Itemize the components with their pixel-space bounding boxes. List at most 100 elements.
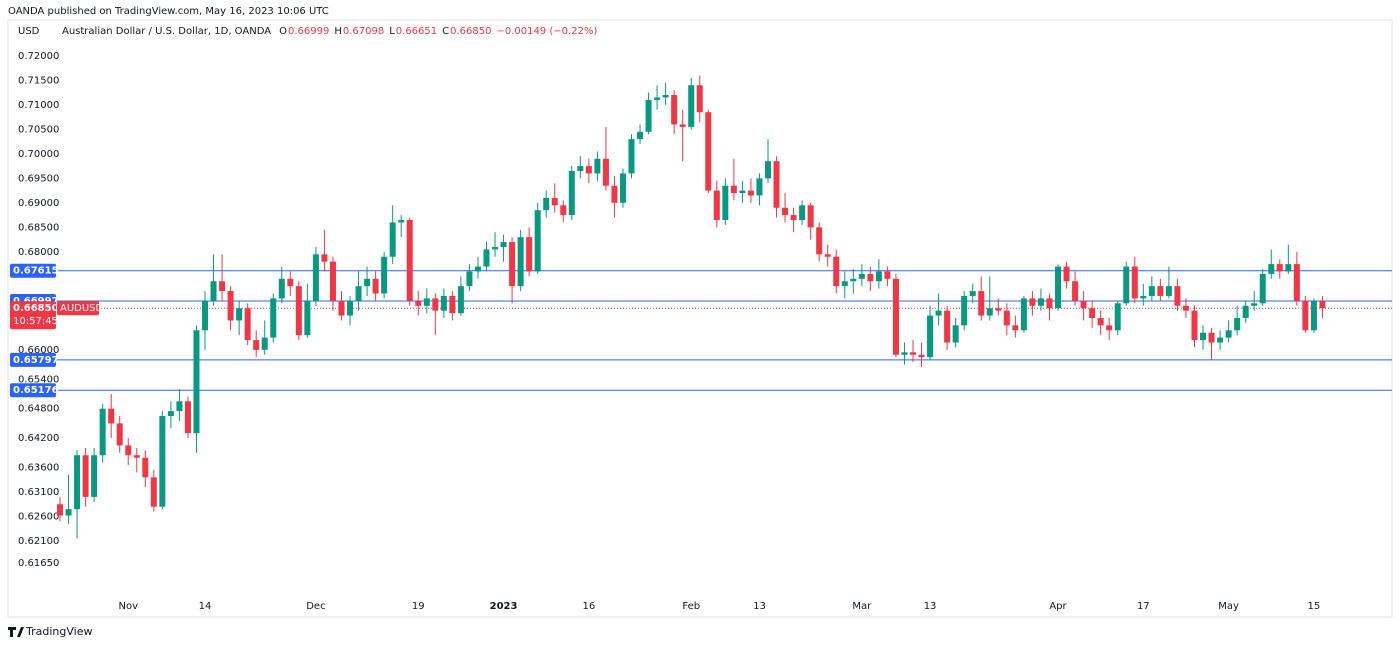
candle-body: [312, 254, 319, 301]
brand: TradingView: [25, 625, 92, 638]
candle-body: [167, 411, 174, 417]
candle-body: [99, 408, 106, 456]
candle-body: [287, 278, 294, 287]
x-tick-label: 15: [1308, 601, 1321, 612]
candle-body: [944, 310, 951, 343]
candle-body: [261, 337, 268, 350]
x-tick-label: 2023: [490, 601, 518, 612]
candle-body: [389, 222, 396, 257]
candle-body: [602, 158, 609, 186]
candle-body: [91, 455, 98, 497]
candle-body: [543, 197, 550, 211]
symbol-label-bg: [57, 301, 99, 316]
candle-body: [1174, 286, 1181, 306]
candle-body: [1225, 330, 1232, 338]
candle-body: [995, 308, 1002, 311]
plot-frame: [7, 19, 1393, 618]
candle-body: [176, 401, 183, 412]
candle-body: [1268, 264, 1275, 274]
candle-body: [304, 300, 311, 336]
candle-body: [500, 242, 507, 247]
candle-body: [1157, 286, 1164, 296]
candle-body: [756, 178, 763, 196]
candle-body: [474, 266, 481, 272]
candle-body: [1182, 305, 1189, 311]
candle-body: [483, 249, 490, 267]
y-tick-label: 0.64800: [18, 404, 59, 415]
candle-body: [1140, 295, 1147, 299]
candle-body: [892, 278, 899, 355]
publisher: OANDA published on TradingView.com, May …: [8, 6, 329, 17]
candle-body: [184, 401, 191, 434]
legend-value: 0.66651: [396, 26, 437, 37]
candle-body: [961, 295, 968, 326]
candle-body: [585, 166, 592, 174]
y-tick-label: 0.66000: [18, 345, 59, 356]
candle-body: [82, 455, 89, 497]
candle-body: [679, 124, 686, 127]
candle-body: [517, 237, 524, 287]
candle-body: [637, 131, 644, 140]
legend-key: H: [334, 26, 342, 37]
candle-body: [594, 158, 601, 174]
candle-body: [577, 166, 584, 171]
legend-value: 0.66850: [450, 26, 491, 37]
candle-body: [1302, 300, 1309, 331]
candle-body: [338, 300, 345, 316]
y-tick-label: 0.69000: [18, 198, 59, 209]
candle-body: [57, 504, 63, 516]
candle-body: [910, 352, 916, 355]
candle-body: [1046, 298, 1053, 309]
candle-body: [730, 185, 737, 194]
candle-body: [1242, 305, 1249, 319]
candle-body: [150, 477, 157, 507]
candle-body: [534, 210, 541, 272]
x-tick-label: Dec: [306, 601, 325, 612]
candle-body: [270, 298, 277, 338]
x-tick-label: 13: [753, 601, 766, 612]
candle-body: [347, 300, 354, 316]
candle-body: [782, 207, 789, 216]
candle-body: [210, 281, 217, 301]
candle-body: [406, 219, 413, 301]
candle-body: [1148, 286, 1155, 296]
candle-body: [978, 291, 985, 316]
y-tick-label: 0.62600: [18, 511, 59, 522]
candle-body: [278, 278, 285, 299]
candle-body: [1310, 300, 1317, 331]
price-line-label-bg: [10, 352, 56, 367]
last-price-label-bg: [10, 301, 56, 330]
candle-body: [671, 95, 678, 125]
candle-body: [295, 286, 302, 336]
logo: TradingView: [8, 625, 92, 638]
candle-body: [74, 455, 81, 510]
candle-body: [611, 185, 618, 203]
candle-body: [1217, 337, 1224, 343]
legend-key: C: [442, 26, 449, 37]
candle-body: [850, 278, 857, 282]
candle-body: [747, 190, 754, 196]
candle-body: [560, 205, 567, 216]
candle-body: [1080, 300, 1087, 309]
candle-body: [526, 237, 533, 272]
candle-body: [1165, 286, 1172, 296]
candle-body: [440, 295, 447, 311]
candle-body: [125, 445, 132, 456]
candle-body: [423, 298, 430, 306]
legend-key: L: [389, 26, 395, 37]
candle-body: [1259, 273, 1266, 304]
candle-body: [713, 190, 720, 220]
chart-title: Australian Dollar / U.S. Dollar, 1D, OAN…: [62, 26, 271, 37]
candle-body: [705, 112, 712, 191]
candle-body: [952, 325, 959, 343]
candle-body: [1293, 264, 1300, 301]
candle-body: [381, 256, 388, 294]
x-tick-label: 13: [924, 601, 937, 612]
candle-body: [722, 185, 729, 220]
currency: USD: [18, 26, 40, 37]
y-tick-label: 0.68500: [18, 222, 59, 233]
candle-body: [1003, 310, 1010, 326]
candle-body: [918, 354, 925, 358]
candle-body: [329, 261, 336, 301]
